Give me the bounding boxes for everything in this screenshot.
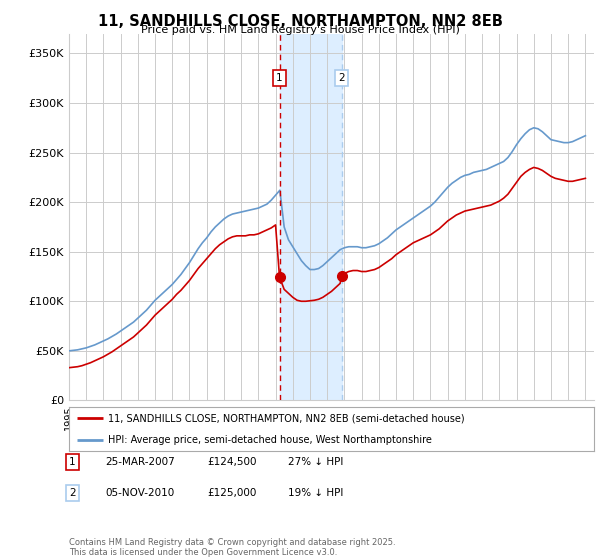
Text: HPI: Average price, semi-detached house, West Northamptonshire: HPI: Average price, semi-detached house,… <box>109 435 432 445</box>
Bar <box>280 34 341 400</box>
Text: 1: 1 <box>69 457 76 467</box>
Text: 11, SANDHILLS CLOSE, NORTHAMPTON, NN2 8EB: 11, SANDHILLS CLOSE, NORTHAMPTON, NN2 8E… <box>98 14 502 29</box>
Text: £125,000: £125,000 <box>207 488 256 498</box>
Text: 25-MAR-2007: 25-MAR-2007 <box>105 457 175 467</box>
Text: 2: 2 <box>69 488 76 498</box>
Text: 11, SANDHILLS CLOSE, NORTHAMPTON, NN2 8EB (semi-detached house): 11, SANDHILLS CLOSE, NORTHAMPTON, NN2 8E… <box>109 413 465 423</box>
Text: 05-NOV-2010: 05-NOV-2010 <box>105 488 174 498</box>
Text: Price paid vs. HM Land Registry's House Price Index (HPI): Price paid vs. HM Land Registry's House … <box>140 25 460 35</box>
Text: 2: 2 <box>338 73 345 83</box>
Text: 27% ↓ HPI: 27% ↓ HPI <box>288 457 343 467</box>
Text: 19% ↓ HPI: 19% ↓ HPI <box>288 488 343 498</box>
Text: 1: 1 <box>276 73 283 83</box>
Text: £124,500: £124,500 <box>207 457 257 467</box>
Text: Contains HM Land Registry data © Crown copyright and database right 2025.
This d: Contains HM Land Registry data © Crown c… <box>69 538 395 557</box>
